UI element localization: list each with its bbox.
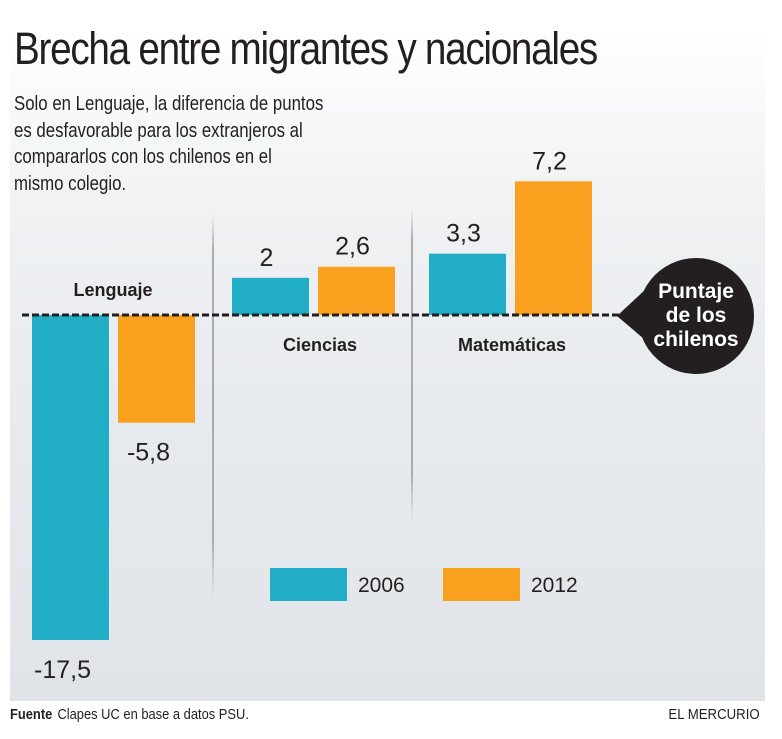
group-separator <box>411 208 413 522</box>
legend: 2006 2012 <box>270 568 578 601</box>
callout-line: Puntaje <box>658 280 734 303</box>
brand-credit: EL MERCURIO <box>668 706 760 723</box>
category-label-lenguaje: Lenguaje <box>73 280 152 300</box>
value-label-ciencias-2012: 2,6 <box>335 233 370 261</box>
callout-line: chilenos <box>653 328 738 351</box>
legend-label-2006: 2006 <box>358 574 405 597</box>
bar-lenguaje-2006 <box>32 315 109 640</box>
callout-line: de los <box>666 304 727 327</box>
legend-swatch-2012 <box>443 568 520 601</box>
bar-ciencias-2012 <box>318 266 395 315</box>
bar-lenguaje-2012 <box>118 315 195 423</box>
source-note: Fuente Clapes UC en base a datos PSU. <box>10 706 249 724</box>
subtitle-line: Solo en Lenguaje, la diferencia de punto… <box>14 92 324 115</box>
subtitle-line: es desfavorable para los extranjeros al <box>14 118 303 142</box>
bar-matematicas-2012 <box>515 181 592 315</box>
chart-title: Brecha entre migrantes y nacionales <box>14 23 598 74</box>
value-label-matematicas-2006: 3,3 <box>446 220 481 248</box>
group-separator <box>212 212 214 600</box>
chart-subtitle: Solo en Lenguaje, la diferencia de punto… <box>14 91 408 197</box>
value-label-ciencias-2006: 2 <box>260 244 274 272</box>
subtitle-line: compararlos con los chilenos en el <box>14 145 272 168</box>
value-label-lenguaje-2012: -5,8 <box>127 439 170 467</box>
callout-bubble-shape <box>617 258 754 375</box>
source-label: Fuente <box>10 706 53 723</box>
bar-matematicas-2006 <box>429 253 506 315</box>
subtitle-line: mismo colegio. <box>14 171 127 195</box>
legend-swatch-2006 <box>270 568 347 601</box>
baseline-callout: Puntaje de los chilenos <box>617 258 754 375</box>
legend-label-2012: 2012 <box>531 574 578 597</box>
category-label-ciencias: Ciencias <box>283 335 357 355</box>
category-label-matematicas: Matemáticas <box>458 335 566 355</box>
value-label-matematicas-2012: 7,2 <box>532 147 567 175</box>
bar-ciencias-2006 <box>232 277 309 315</box>
value-label-lenguaje-2006: -17,5 <box>34 656 91 684</box>
source-text: Clapes UC en base a datos PSU. <box>57 706 249 723</box>
